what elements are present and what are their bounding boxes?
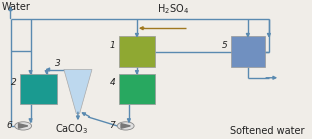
Text: Water: Water	[2, 2, 31, 12]
Circle shape	[117, 122, 134, 130]
FancyBboxPatch shape	[20, 74, 57, 104]
FancyBboxPatch shape	[119, 36, 155, 67]
Text: 1: 1	[110, 41, 115, 50]
Text: 5: 5	[222, 41, 228, 50]
Polygon shape	[18, 124, 28, 128]
Text: 6: 6	[6, 121, 12, 130]
Polygon shape	[64, 70, 92, 114]
Circle shape	[15, 122, 32, 130]
Text: CaCO$_3$: CaCO$_3$	[56, 122, 89, 136]
Text: 4: 4	[110, 78, 115, 87]
Text: 2: 2	[11, 78, 17, 87]
Text: 7: 7	[109, 121, 115, 130]
FancyBboxPatch shape	[231, 36, 265, 67]
Text: Softened water: Softened water	[230, 126, 304, 136]
FancyBboxPatch shape	[119, 74, 155, 104]
Text: H$_2$SO$_4$: H$_2$SO$_4$	[158, 2, 189, 16]
Text: 3: 3	[55, 59, 61, 68]
Polygon shape	[121, 124, 130, 128]
